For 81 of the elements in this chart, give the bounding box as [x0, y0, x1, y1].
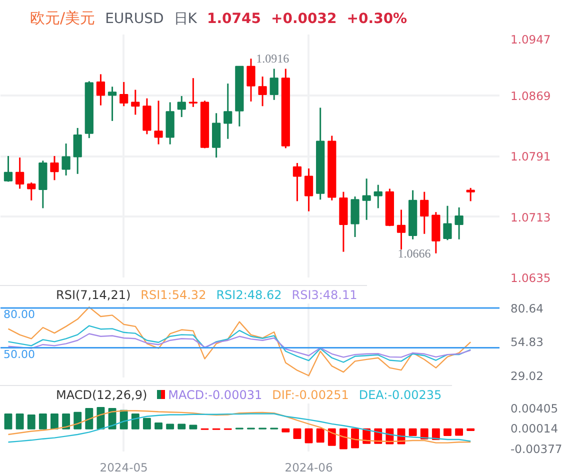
bar — [339, 428, 348, 450]
candlestick — [374, 184, 382, 209]
bar — [85, 408, 94, 430]
candlestick — [15, 156, 24, 190]
bar — [27, 414, 36, 430]
bar — [131, 414, 140, 430]
bar — [351, 428, 359, 448]
text: 日K — [174, 11, 197, 27]
text: RSI2:48.62 — [216, 288, 282, 302]
candlestick — [50, 155, 59, 181]
bar — [444, 428, 452, 436]
chart-subtitle: EURUSD — [105, 11, 164, 27]
candlestick — [27, 182, 36, 202]
bar — [142, 418, 151, 430]
x-tick-label: 2024-06 — [284, 460, 333, 474]
y-tick-label: 1.0947 — [510, 32, 551, 46]
bar — [328, 428, 336, 446]
bar — [178, 424, 186, 430]
text: 1.0745 — [206, 11, 262, 27]
bar — [455, 428, 464, 436]
candlestick — [258, 76, 267, 107]
candlestick — [270, 68, 278, 101]
candlestick — [96, 73, 106, 106]
bar — [50, 414, 58, 430]
candlestick — [62, 142, 70, 176]
chart-title: MACD(12,26,9) — [56, 388, 148, 402]
bar — [4, 414, 12, 430]
candlestick — [304, 168, 314, 212]
bar — [154, 422, 162, 430]
chart-title: 欧元/美元 — [30, 9, 96, 27]
candlestick — [177, 95, 186, 118]
x-tick-label: 2024-05 — [100, 460, 148, 474]
legend-label: MACD:-0.00031 — [168, 388, 262, 402]
chart-title: RSI(7,14,21) — [56, 288, 131, 302]
y-tick-label: 29.02 — [510, 369, 544, 384]
y-tick-label: 54.83 — [510, 334, 544, 349]
bar — [96, 406, 105, 430]
text: +0.0032 — [271, 11, 337, 27]
candlestick — [362, 178, 371, 221]
annotation: 1.0666 — [398, 246, 431, 260]
candlestick — [224, 82, 232, 140]
y-tick-label: 80.64 — [510, 302, 544, 316]
y-tick-label: 1.0869 — [510, 88, 551, 103]
bar — [293, 428, 302, 439]
candlestick — [292, 162, 302, 202]
candlestick — [454, 206, 464, 240]
y-tick-label: 1.0791 — [510, 150, 551, 164]
candlestick — [420, 191, 429, 235]
bar — [304, 428, 313, 444]
text: DEA:-0.00235 — [358, 388, 442, 402]
annotation: 1.0916 — [256, 52, 290, 66]
candlestick — [131, 89, 140, 116]
candlestick — [466, 187, 475, 202]
y-tick-label: 0.00014 — [510, 422, 558, 436]
text: RSI1:54.32 — [140, 288, 206, 302]
candlestick — [246, 58, 256, 102]
y-tick-label: 1.0635 — [510, 271, 551, 285]
bar — [189, 424, 198, 430]
text: +0.30% — [346, 11, 408, 27]
ref-line-label: 50.00 — [4, 348, 35, 361]
candlestick — [120, 81, 128, 107]
candlestick — [108, 86, 117, 122]
series-label: DIF:-0.00251 — [272, 388, 349, 402]
bar — [166, 424, 174, 430]
candlestick — [443, 205, 452, 241]
bar — [282, 428, 290, 432]
bar — [38, 414, 47, 430]
ref-line-label: 80.00 — [4, 308, 35, 322]
bar — [62, 414, 70, 430]
bar — [74, 412, 82, 430]
y-tick-label: 0.00405 — [510, 402, 558, 416]
text: RSI3:48.11 — [292, 288, 358, 302]
bar — [316, 428, 324, 443]
candlestick — [154, 100, 163, 146]
bar — [408, 428, 417, 436]
candlestick — [73, 127, 82, 175]
candlestick — [396, 208, 406, 250]
bar — [16, 414, 24, 430]
y-tick-label: -0.00377 — [510, 442, 562, 456]
candlestick — [4, 155, 13, 182]
y-tick-label: 1.0713 — [510, 210, 551, 224]
